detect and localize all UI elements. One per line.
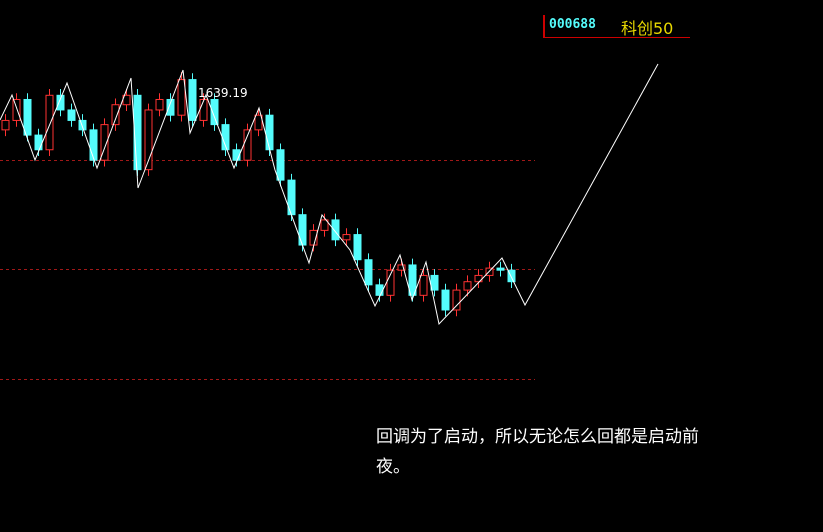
candle-body [342,234,351,241]
candle-body [320,219,329,231]
candle-body [12,98,21,121]
candle-body [210,98,219,126]
candle-body [375,284,384,296]
candle-body [430,274,439,291]
candle-body [496,267,505,271]
candle-body [188,79,197,121]
candle-body [386,269,395,296]
candle-body [1,119,10,131]
candle-body [353,234,362,261]
candle-body [144,109,153,171]
candle-body [298,214,307,246]
candle-body [100,124,109,161]
caption: 回调为了启动，所以无论怎么回都是启动前夜。 [376,427,699,477]
candle-body [452,289,461,311]
candle-body [254,114,263,131]
candle-body [507,269,516,283]
candle-body [177,79,186,116]
candle-body [331,219,340,241]
candle-body [78,119,87,131]
candle-body [232,149,241,161]
symbol-badge: 000688 科创50 [543,15,690,38]
zigzag-line [0,63,659,326]
candle-body [199,98,208,121]
candle-body [133,94,142,171]
candle-body [276,149,285,181]
candle-body [265,114,274,151]
candle-body [111,104,120,126]
symbol-name: 科创50 [621,19,674,38]
candle-body [408,264,417,296]
candle-body [463,281,472,291]
candle-body [419,274,428,296]
candle-body [56,94,65,111]
candle-body [67,109,76,121]
candle-body [155,98,164,111]
candle-body [45,94,54,151]
candle-body [89,129,98,161]
candle-body [166,98,175,116]
candle-body [397,264,406,271]
candle-body [34,134,43,151]
level-lines [0,160,535,380]
candle-body [23,98,32,136]
candle-body [441,289,450,311]
symbol-code: 000688 [549,17,596,32]
candle-body [364,259,373,286]
high-label: 1639.19 [198,86,248,100]
